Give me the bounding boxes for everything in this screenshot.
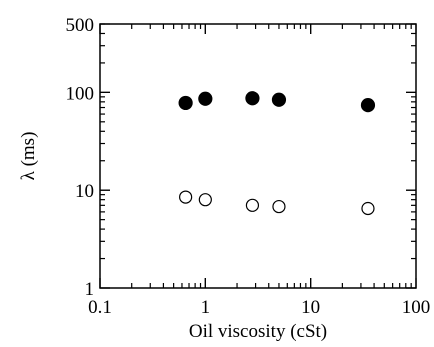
x-axis-label: Oil viscosity (cSt) (189, 321, 327, 342)
data-point-filled (245, 91, 260, 106)
data-point-open (198, 193, 212, 207)
data-point-open (272, 199, 286, 214)
data-point-filled (271, 92, 287, 107)
data-points (178, 91, 376, 216)
y-tick-label: 1 (85, 279, 95, 300)
data-point-filled (178, 95, 193, 111)
data-point-filled (198, 91, 213, 106)
x-tick-label: 10 (301, 297, 320, 318)
y-tick-label: 10 (75, 181, 94, 202)
data-point-open (361, 201, 375, 216)
x-tick-label: 0.1 (88, 297, 112, 318)
y-axis-label: λ (ms) (18, 132, 39, 181)
x-tick-label: 100 (402, 297, 431, 318)
data-point-open (179, 190, 193, 204)
y-tick-label: 500 (66, 15, 95, 36)
data-point-filled (360, 98, 376, 113)
y-tick-label: 100 (66, 83, 95, 104)
x-tick-label: 1 (201, 297, 211, 318)
data-point-open (245, 198, 260, 212)
plot-frame (99, 23, 417, 289)
axis-ticks (99, 23, 417, 289)
